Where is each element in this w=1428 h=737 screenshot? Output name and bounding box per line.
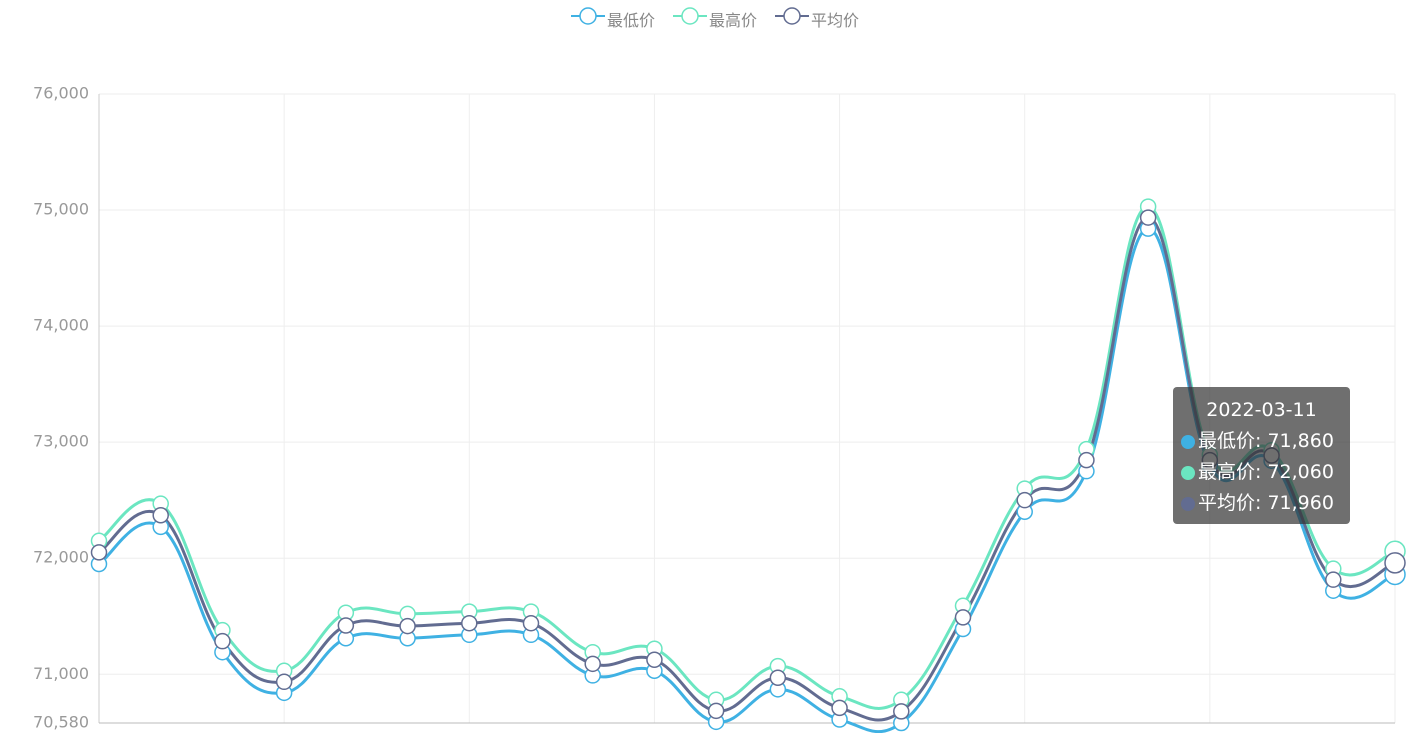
data-point	[707, 702, 725, 720]
legend-item: 最高价	[671, 6, 757, 31]
tooltip-row: 最低价71,860	[1181, 426, 1342, 457]
data-point	[1325, 571, 1342, 588]
data-point	[399, 617, 416, 635]
tooltip-value: 71,960	[1267, 492, 1334, 514]
tooltip-dot	[1181, 496, 1195, 511]
y-tick-label: 75,000	[33, 200, 89, 219]
legend-item: 最低价	[569, 6, 655, 31]
legend-icon	[672, 7, 707, 25]
legend-symbol	[681, 7, 699, 25]
tooltip-name: 最低价	[1198, 426, 1267, 457]
legend-item: 平均价	[773, 6, 859, 31]
data-point	[646, 651, 663, 669]
data-point	[90, 544, 108, 561]
tt-title: 2022-03-11	[1206, 399, 1317, 421]
tooltip-row: 最高价72,060	[1181, 457, 1342, 488]
data-point	[461, 614, 478, 632]
y-tick-label: 72,000	[33, 548, 89, 567]
data-point	[275, 673, 293, 691]
legend-label: 最低价	[606, 11, 655, 30]
legend-label: 最高价	[708, 11, 757, 30]
data-point	[1384, 552, 1406, 574]
y-tick-label: 71,000	[33, 664, 89, 683]
y-tick-label: 70,580	[33, 713, 89, 732]
tooltip-name: 最高价	[1198, 457, 1267, 488]
data-point	[831, 699, 848, 717]
data-point	[337, 617, 355, 634]
legend-label: 平均价	[811, 11, 860, 30]
data-point	[893, 703, 910, 720]
data-point	[1139, 209, 1157, 226]
data-point	[1016, 491, 1033, 509]
data-point	[522, 614, 540, 632]
tooltip: 2022-03-11最低价71,860最高价72,060平均价71,960	[1173, 387, 1350, 524]
tooltip-value: 72,060	[1267, 461, 1334, 483]
legend-symbol	[783, 7, 801, 25]
tooltip-dot	[1181, 465, 1195, 480]
y-tick-label: 76,000	[33, 84, 89, 103]
tooltip-name: 平均价	[1198, 488, 1267, 519]
data-point	[584, 655, 601, 673]
data-point	[152, 507, 169, 524]
tooltip-value: 71,860	[1267, 430, 1334, 452]
legend-icon	[570, 7, 605, 25]
legend-icon	[775, 7, 809, 25]
tooltip-dot	[1181, 434, 1195, 449]
data-point	[769, 669, 787, 686]
y-tick-label: 74,000	[33, 316, 89, 335]
legend-symbol	[579, 7, 597, 25]
legend: 最低价 最高价 平均价	[0, 6, 1428, 31]
y-tick-label: 73,000	[33, 432, 89, 451]
data-point	[954, 609, 972, 626]
tooltip-row: 平均价71,960	[1181, 488, 1342, 519]
data-point	[214, 632, 231, 650]
data-point	[1078, 451, 1095, 469]
